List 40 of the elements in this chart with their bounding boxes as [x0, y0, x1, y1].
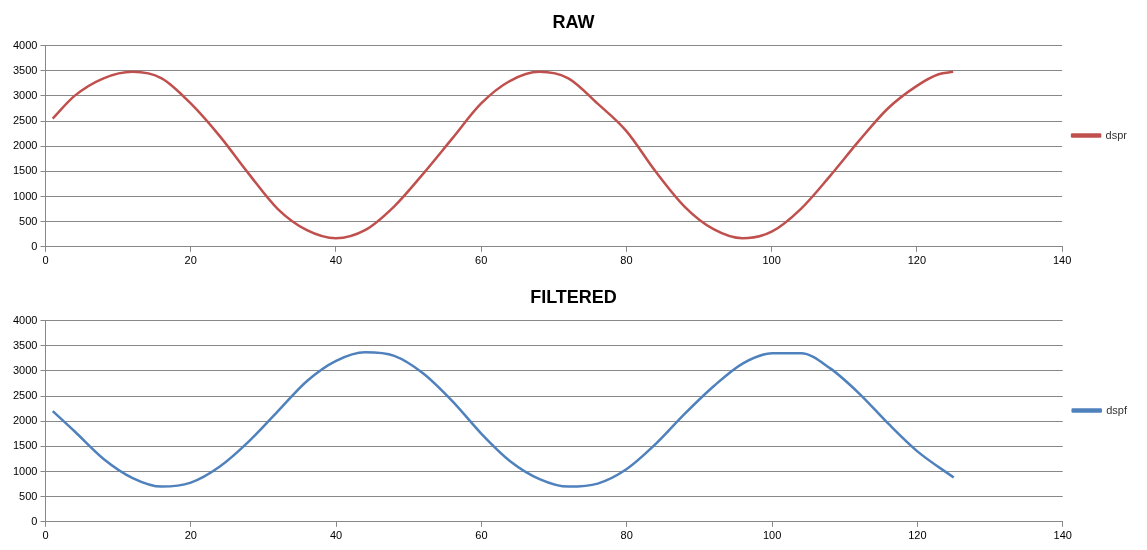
x-tick-label: 60 [475, 529, 488, 542]
y-tick-label: 2000 [12, 414, 38, 427]
chart-title: FILTERED [530, 286, 617, 307]
y-tick-label: 0 [31, 239, 38, 252]
x-tick-label: 100 [762, 529, 782, 542]
y-tick-label: 3000 [12, 363, 38, 376]
x-tick-label: 40 [329, 529, 343, 542]
y-tick-label: 1500 [12, 439, 38, 452]
y-tick-label: 1500 [12, 164, 38, 177]
legend-label: dspr [1105, 128, 1128, 141]
y-tick-label: 1000 [12, 189, 38, 202]
y-tick-label: 2500 [12, 114, 38, 127]
y-tick-label: 4000 [12, 38, 38, 51]
y-tick-label: 3500 [12, 338, 38, 351]
y-tick-label: 2000 [12, 139, 38, 152]
x-tick-label: 120 [907, 254, 927, 267]
x-tick-label: 80 [620, 254, 633, 267]
x-tick-label: 20 [184, 529, 197, 542]
x-tick-label: 120 [908, 529, 927, 542]
y-tick-label: 4000 [12, 313, 38, 326]
x-tick-label: 60 [475, 254, 488, 267]
chart-title: RAW [552, 11, 595, 32]
x-tick-label: 100 [762, 254, 781, 267]
x-tick-label: 40 [329, 254, 343, 267]
x-tick-label: 0 [42, 529, 49, 542]
y-tick-label: 1000 [12, 464, 38, 477]
x-tick-label: 140 [1053, 529, 1072, 542]
y-tick-label: 0 [31, 514, 38, 527]
x-tick-label: 20 [184, 254, 197, 267]
line-series [51, 351, 955, 488]
y-tick-label: 500 [19, 489, 38, 502]
y-tick-label: 3500 [12, 63, 38, 76]
legend-label: dspf [1106, 403, 1128, 416]
line-series [51, 70, 955, 240]
x-tick-label: 140 [1052, 254, 1072, 267]
x-tick-label: 0 [42, 254, 49, 267]
y-tick-label: 2500 [12, 389, 38, 402]
y-tick-label: 3000 [12, 88, 38, 101]
y-tick-label: 500 [19, 214, 38, 227]
x-tick-label: 80 [620, 529, 633, 542]
